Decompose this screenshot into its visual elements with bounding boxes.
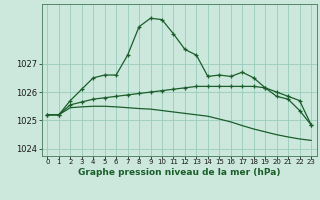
X-axis label: Graphe pression niveau de la mer (hPa): Graphe pression niveau de la mer (hPa) — [78, 168, 280, 177]
